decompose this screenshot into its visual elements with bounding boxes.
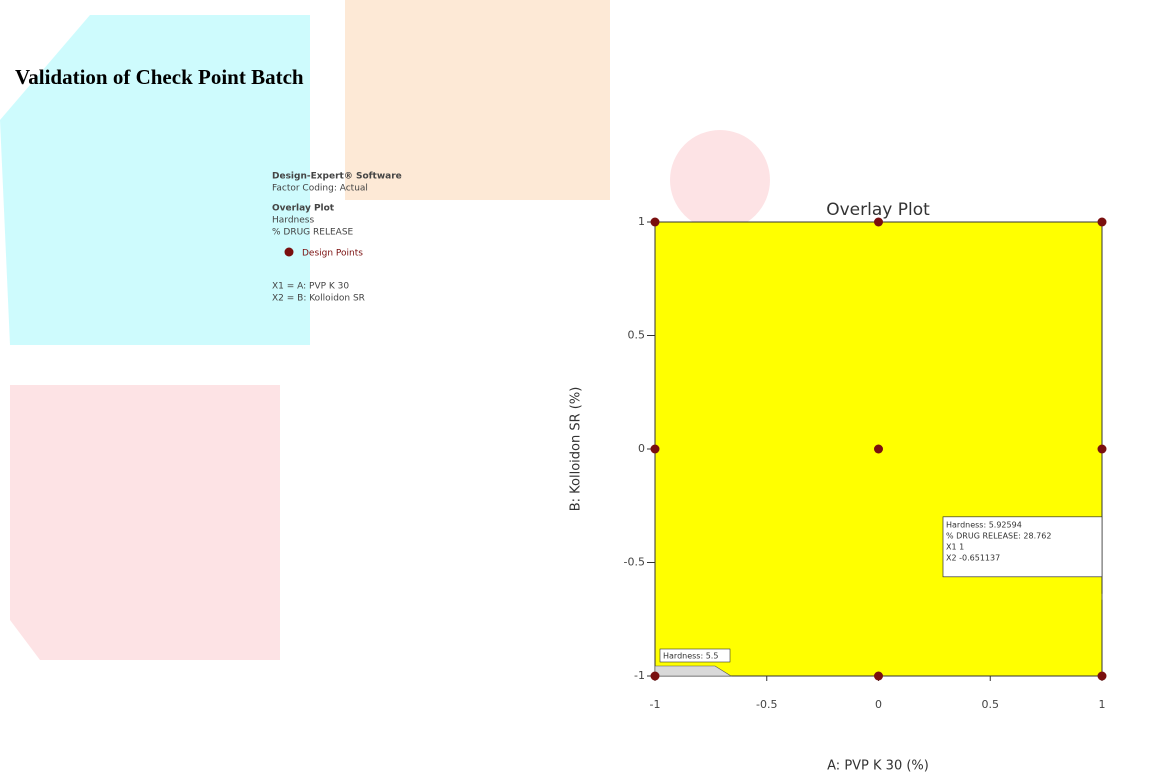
design-point [874, 444, 883, 454]
x-tick-label: 0 [875, 698, 882, 711]
design-point [1097, 444, 1107, 454]
x-tick-label: 1 [1099, 698, 1106, 711]
y-axis-label: B: Kolloidon SR (%) [569, 387, 584, 512]
contour-label: Hardness: 5.5 [663, 652, 718, 661]
design-point [874, 671, 883, 681]
flag-text: X1 1 [946, 542, 964, 551]
legend-marker [284, 247, 294, 257]
x-axis-label: A: PVP K 30 (%) [827, 759, 929, 774]
factor: X1 = A: PVP K 30 [272, 282, 349, 292]
x-tick-label: -1 [650, 698, 661, 711]
design-point [1097, 217, 1107, 227]
design-point [650, 671, 660, 681]
factor: X2 = B: Kolloidon SR [272, 294, 365, 304]
flag-text: X2 -0.651137 [946, 553, 1000, 562]
y-tick-label: -1 [634, 669, 645, 682]
plot-name: Overlay Plot [272, 204, 335, 214]
design-point [874, 217, 883, 227]
infeasible-region [654, 665, 733, 677]
heading: Validation of Check Point Batch [15, 65, 304, 89]
y-tick-label: -0.5 [624, 556, 645, 569]
response: Hardness [272, 216, 314, 226]
design-point [650, 444, 660, 454]
design-point [650, 217, 660, 227]
flag-box [942, 516, 1103, 578]
coding: Factor Coding: Actual [272, 184, 368, 194]
y-tick-label: 1 [638, 215, 645, 228]
x-tick-label: -0.5 [756, 698, 777, 711]
design-point [1097, 671, 1107, 681]
y-tick-label: 0 [638, 442, 645, 455]
info-panel: Design-Expert® Software Factor Coding: A… [272, 172, 402, 304]
flag-text: Hardness: 5.92594 [946, 520, 1022, 529]
legend-label: Design Points [302, 249, 363, 259]
contour-label-box [659, 648, 731, 663]
watermark [0, 0, 770, 660]
software: Design-Expert® Software [272, 172, 402, 182]
x-tick-label: 0.5 [982, 698, 1000, 711]
chart-title: Overlay Plot [826, 200, 930, 220]
y-tick-label: 0.5 [628, 329, 646, 342]
flag-text: % DRUG RELEASE: 28.762 [946, 531, 1051, 540]
response: % DRUG RELEASE [272, 228, 354, 238]
